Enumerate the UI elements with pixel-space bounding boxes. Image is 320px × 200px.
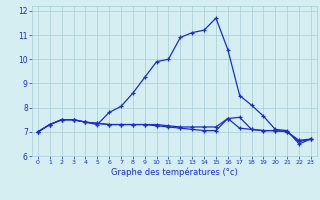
X-axis label: Graphe des températures (°c): Graphe des températures (°c) bbox=[111, 168, 238, 177]
